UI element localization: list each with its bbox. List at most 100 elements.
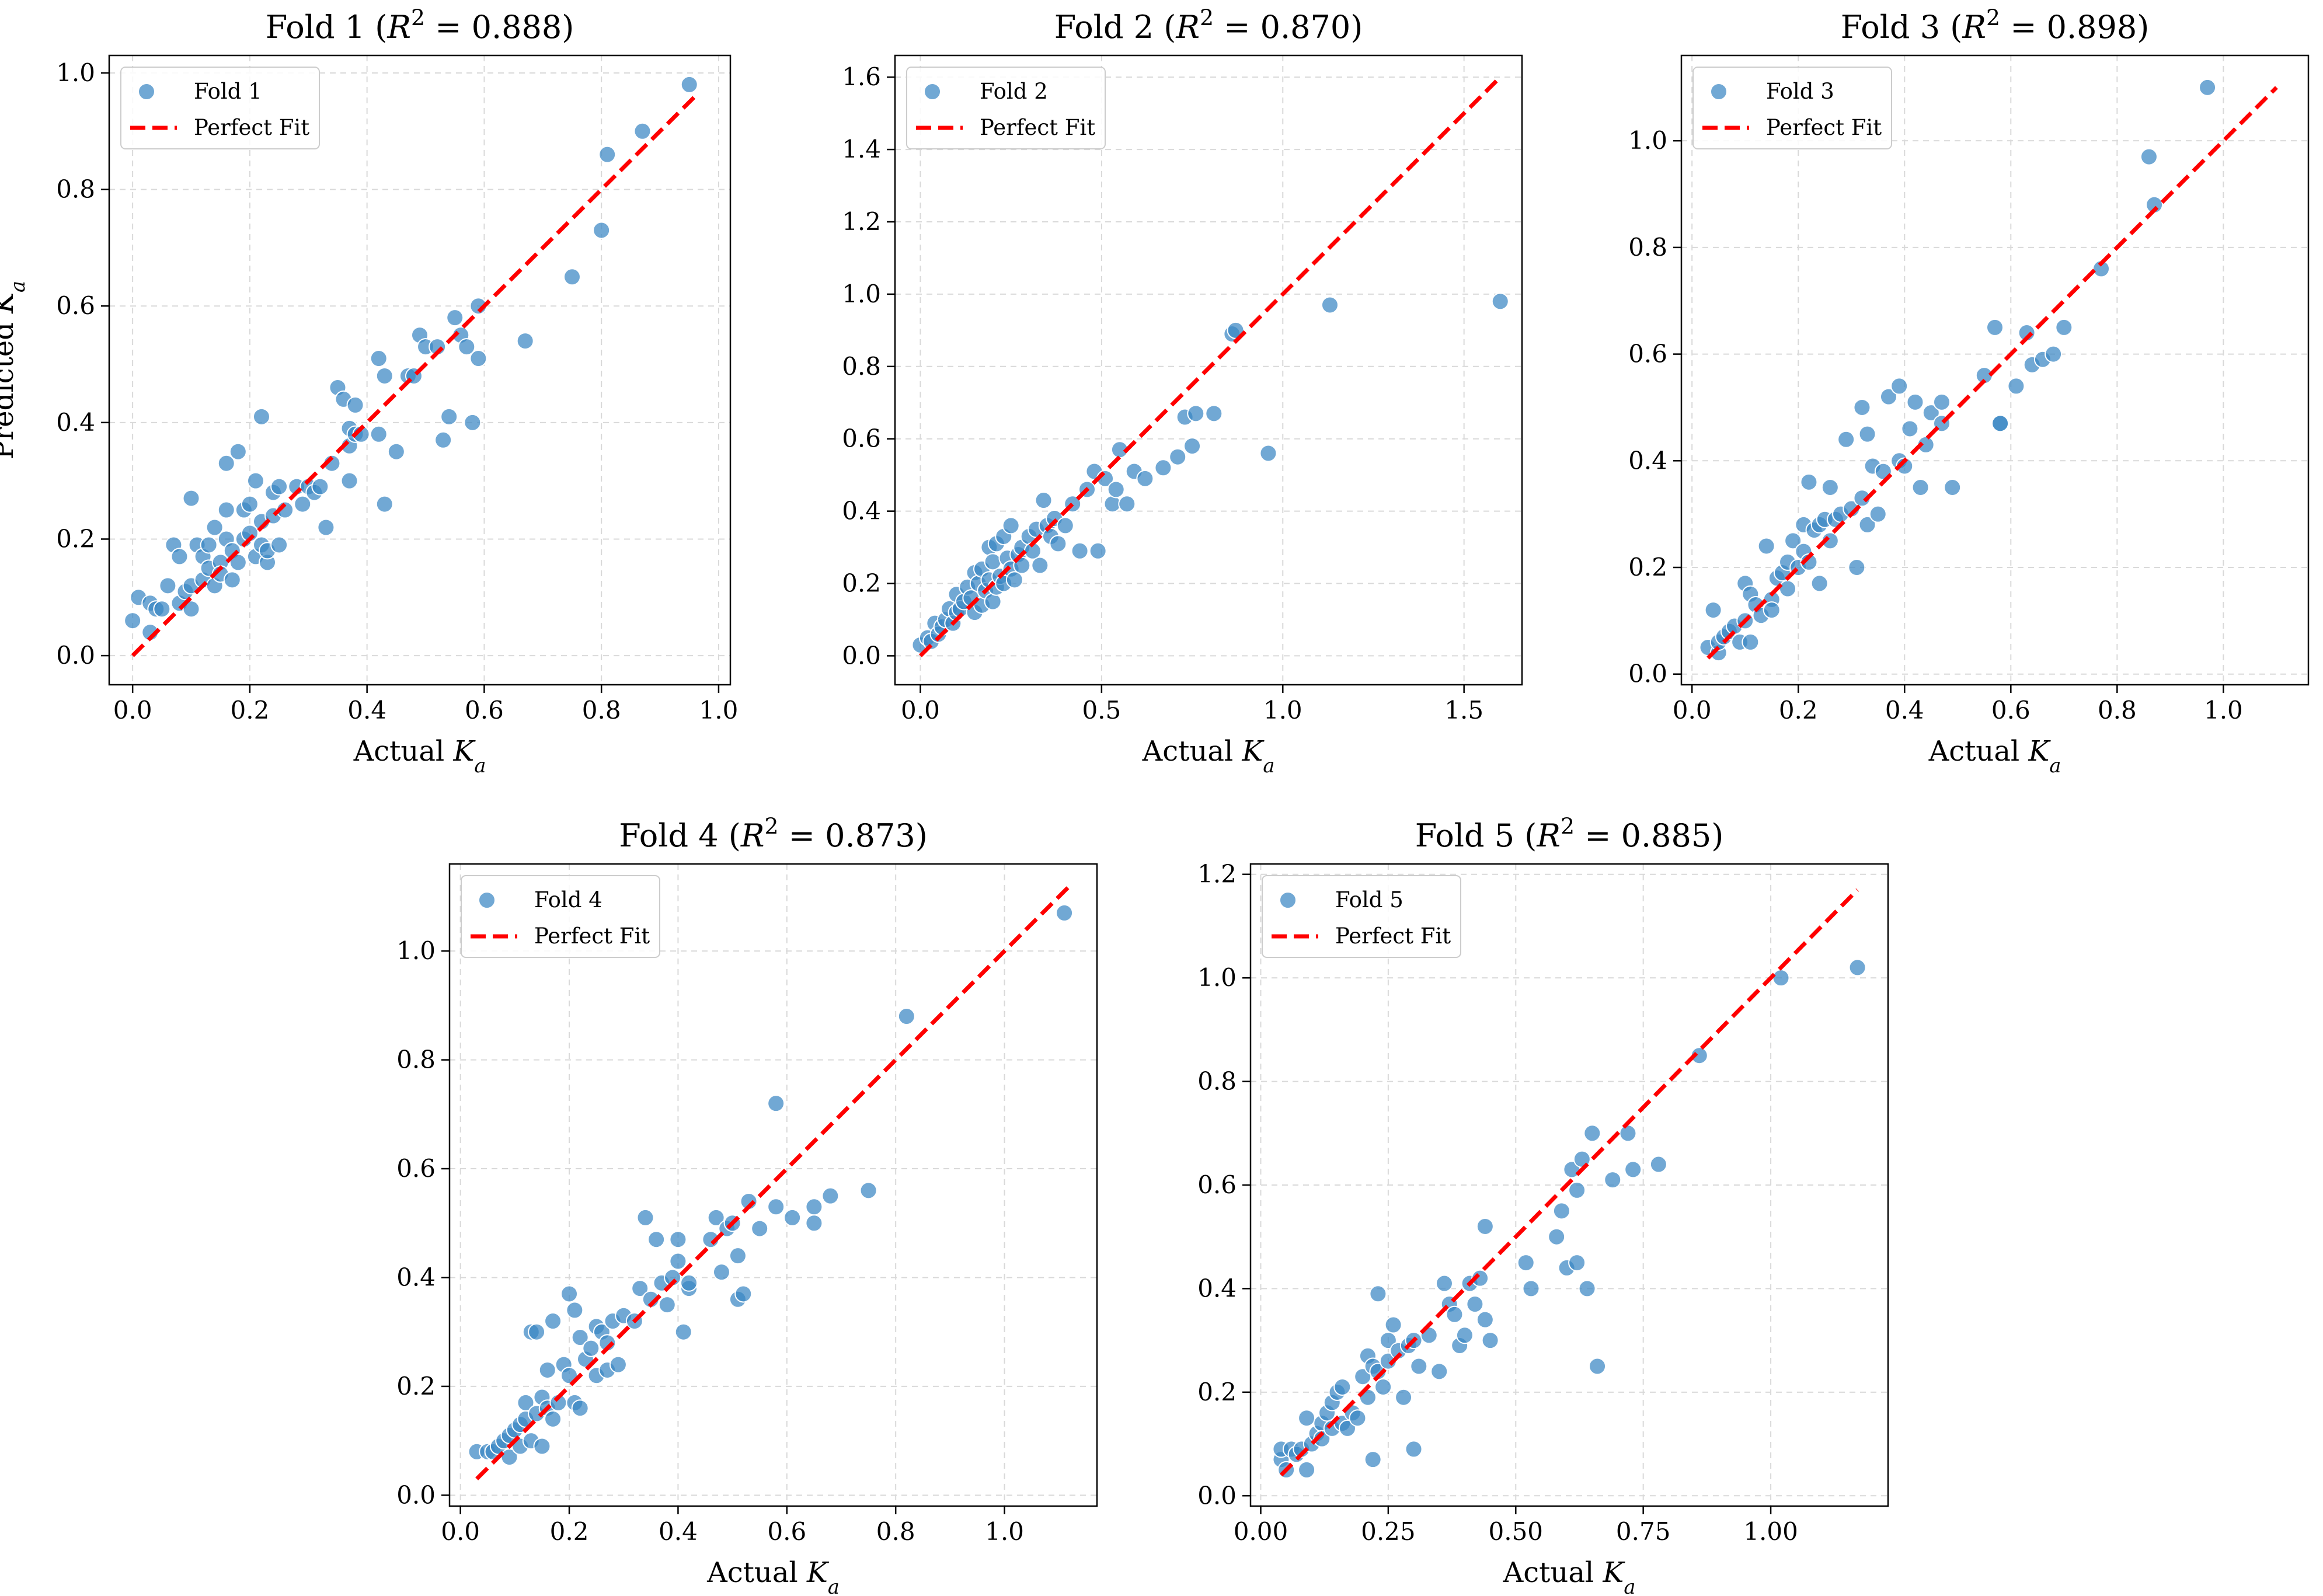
y-tick-label: 0.4 — [396, 1263, 436, 1291]
data-point — [1649, 1155, 1667, 1173]
y-tick-label: 0.2 — [1197, 1378, 1237, 1406]
x-axis-label: Actual Ka — [353, 735, 486, 777]
data-point — [229, 442, 247, 461]
x-tick-label: 0.6 — [767, 1517, 806, 1546]
legend-box — [461, 875, 660, 958]
data-point — [1779, 580, 1797, 598]
data-point — [636, 1208, 654, 1226]
data-point — [984, 553, 1002, 571]
data-point — [1374, 1378, 1392, 1396]
legend: Fold 1 Perfect Fit — [120, 67, 320, 149]
data-point — [1313, 1430, 1331, 1448]
x-tick-label: 0.2 — [231, 696, 270, 724]
data-point — [1690, 1047, 1708, 1065]
legend-marker — [138, 83, 155, 100]
data-point — [984, 593, 1002, 611]
y-tick-label: 0.2 — [396, 1372, 436, 1400]
y-tick-label: 0.4 — [56, 408, 95, 437]
data-point — [1757, 537, 1775, 555]
data-point — [1837, 430, 1855, 448]
data-point — [566, 1301, 584, 1319]
data-point — [1321, 296, 1339, 314]
x-tick-label: 0.4 — [347, 696, 386, 724]
data-point — [370, 350, 388, 368]
data-point — [631, 1280, 649, 1298]
y-tick-label: 0.6 — [1197, 1170, 1237, 1199]
legend-marker — [1710, 83, 1728, 100]
x-tick-label: 0.50 — [1489, 1517, 1544, 1546]
y-tick-label: 0.8 — [1628, 233, 1667, 262]
data-point — [1890, 377, 1908, 395]
scatter-panel-fold-4: 0.0 0.2 0.4 0.6 0.8 1.0 0.0 0.2 0.4 0.6 0.8 1.0 Fold… — [396, 813, 1098, 1596]
y-tick-label: 1.4 — [842, 135, 881, 163]
data-point — [1869, 505, 1887, 523]
data-point — [229, 553, 247, 572]
data-point — [2007, 377, 2025, 395]
data-point — [1800, 473, 1818, 491]
data-point — [1103, 495, 1122, 513]
data-point — [1763, 601, 1781, 619]
data-point — [311, 478, 329, 496]
y-tick-label: 1.0 — [1197, 963, 1237, 992]
data-point — [1901, 420, 1919, 438]
data-point — [571, 1399, 589, 1417]
y-tick-label: 0.6 — [842, 424, 881, 453]
x-tick-label: 0.2 — [1779, 696, 1818, 724]
data-point — [533, 1437, 551, 1455]
data-point — [2045, 345, 2063, 363]
data-point — [252, 407, 270, 426]
legend-label: Fold 2 — [980, 79, 1048, 104]
data-point — [2140, 148, 2158, 166]
data-point — [1056, 517, 1074, 535]
data-point — [647, 1231, 666, 1249]
data-point — [1187, 405, 1205, 423]
x-tick-label: 0.6 — [1991, 696, 2031, 724]
data-point — [159, 577, 177, 595]
y-tick-label: 0.4 — [1628, 446, 1667, 475]
data-point — [767, 1198, 785, 1216]
data-point — [563, 268, 581, 286]
data-point — [516, 332, 534, 350]
data-point — [1384, 1316, 1402, 1334]
plot-frame — [1680, 54, 2310, 686]
data-point — [1002, 517, 1020, 535]
data-point — [1205, 405, 1223, 423]
y-tick-label: 1.2 — [842, 207, 881, 236]
data-point — [1349, 1409, 1367, 1427]
x-tick-label: 1.0 — [699, 696, 739, 724]
x-tick-label: 0.0 — [1673, 696, 1712, 724]
y-tick-label: 0.8 — [842, 352, 881, 381]
data-point — [1035, 492, 1053, 510]
data-point — [1568, 1254, 1586, 1272]
y-axis-label: Predicted Ka — [0, 281, 29, 459]
data-point — [1784, 532, 1802, 550]
data-point — [1481, 1332, 1499, 1350]
scatter-panel-fold-3: 0.0 0.2 0.4 0.6 0.8 1.0 0.0 0.2 0.4 0.6 0.8 1.0 Fold… — [1628, 5, 2310, 777]
data-point — [1259, 444, 1277, 462]
data-point — [1604, 1171, 1622, 1189]
data-point — [153, 600, 171, 618]
y-tick-label: 1.0 — [56, 58, 95, 87]
data-point — [458, 338, 476, 356]
x-tick-label: 1.5 — [1444, 696, 1483, 724]
data-point — [1853, 398, 1871, 416]
x-tick-label: 0.0 — [901, 696, 940, 724]
data-point — [669, 1231, 687, 1249]
data-point — [767, 1095, 785, 1113]
y-tick-label: 0.4 — [1197, 1274, 1237, 1302]
data-point — [387, 442, 405, 461]
legend-marker — [1279, 891, 1297, 909]
x-axis-label: Actual Ka — [1503, 1556, 1636, 1596]
data-point — [805, 1214, 823, 1232]
data-point — [1911, 478, 1930, 496]
legend-marker — [478, 891, 496, 909]
legend-label: Perfect Fit — [980, 115, 1095, 140]
plot-frame — [108, 54, 732, 686]
data-point — [246, 472, 264, 490]
data-point — [1821, 478, 1839, 496]
x-tick-label: 1.0 — [2204, 696, 2243, 724]
legend-marker — [924, 83, 941, 100]
scatter-panel-fold-2: 0.0 0.5 1.0 1.5 0.0 0.2 0.4 0.6 0.8 1.0 1.2 1.4 1.6 F… — [842, 5, 1523, 777]
data-point — [707, 1208, 725, 1226]
